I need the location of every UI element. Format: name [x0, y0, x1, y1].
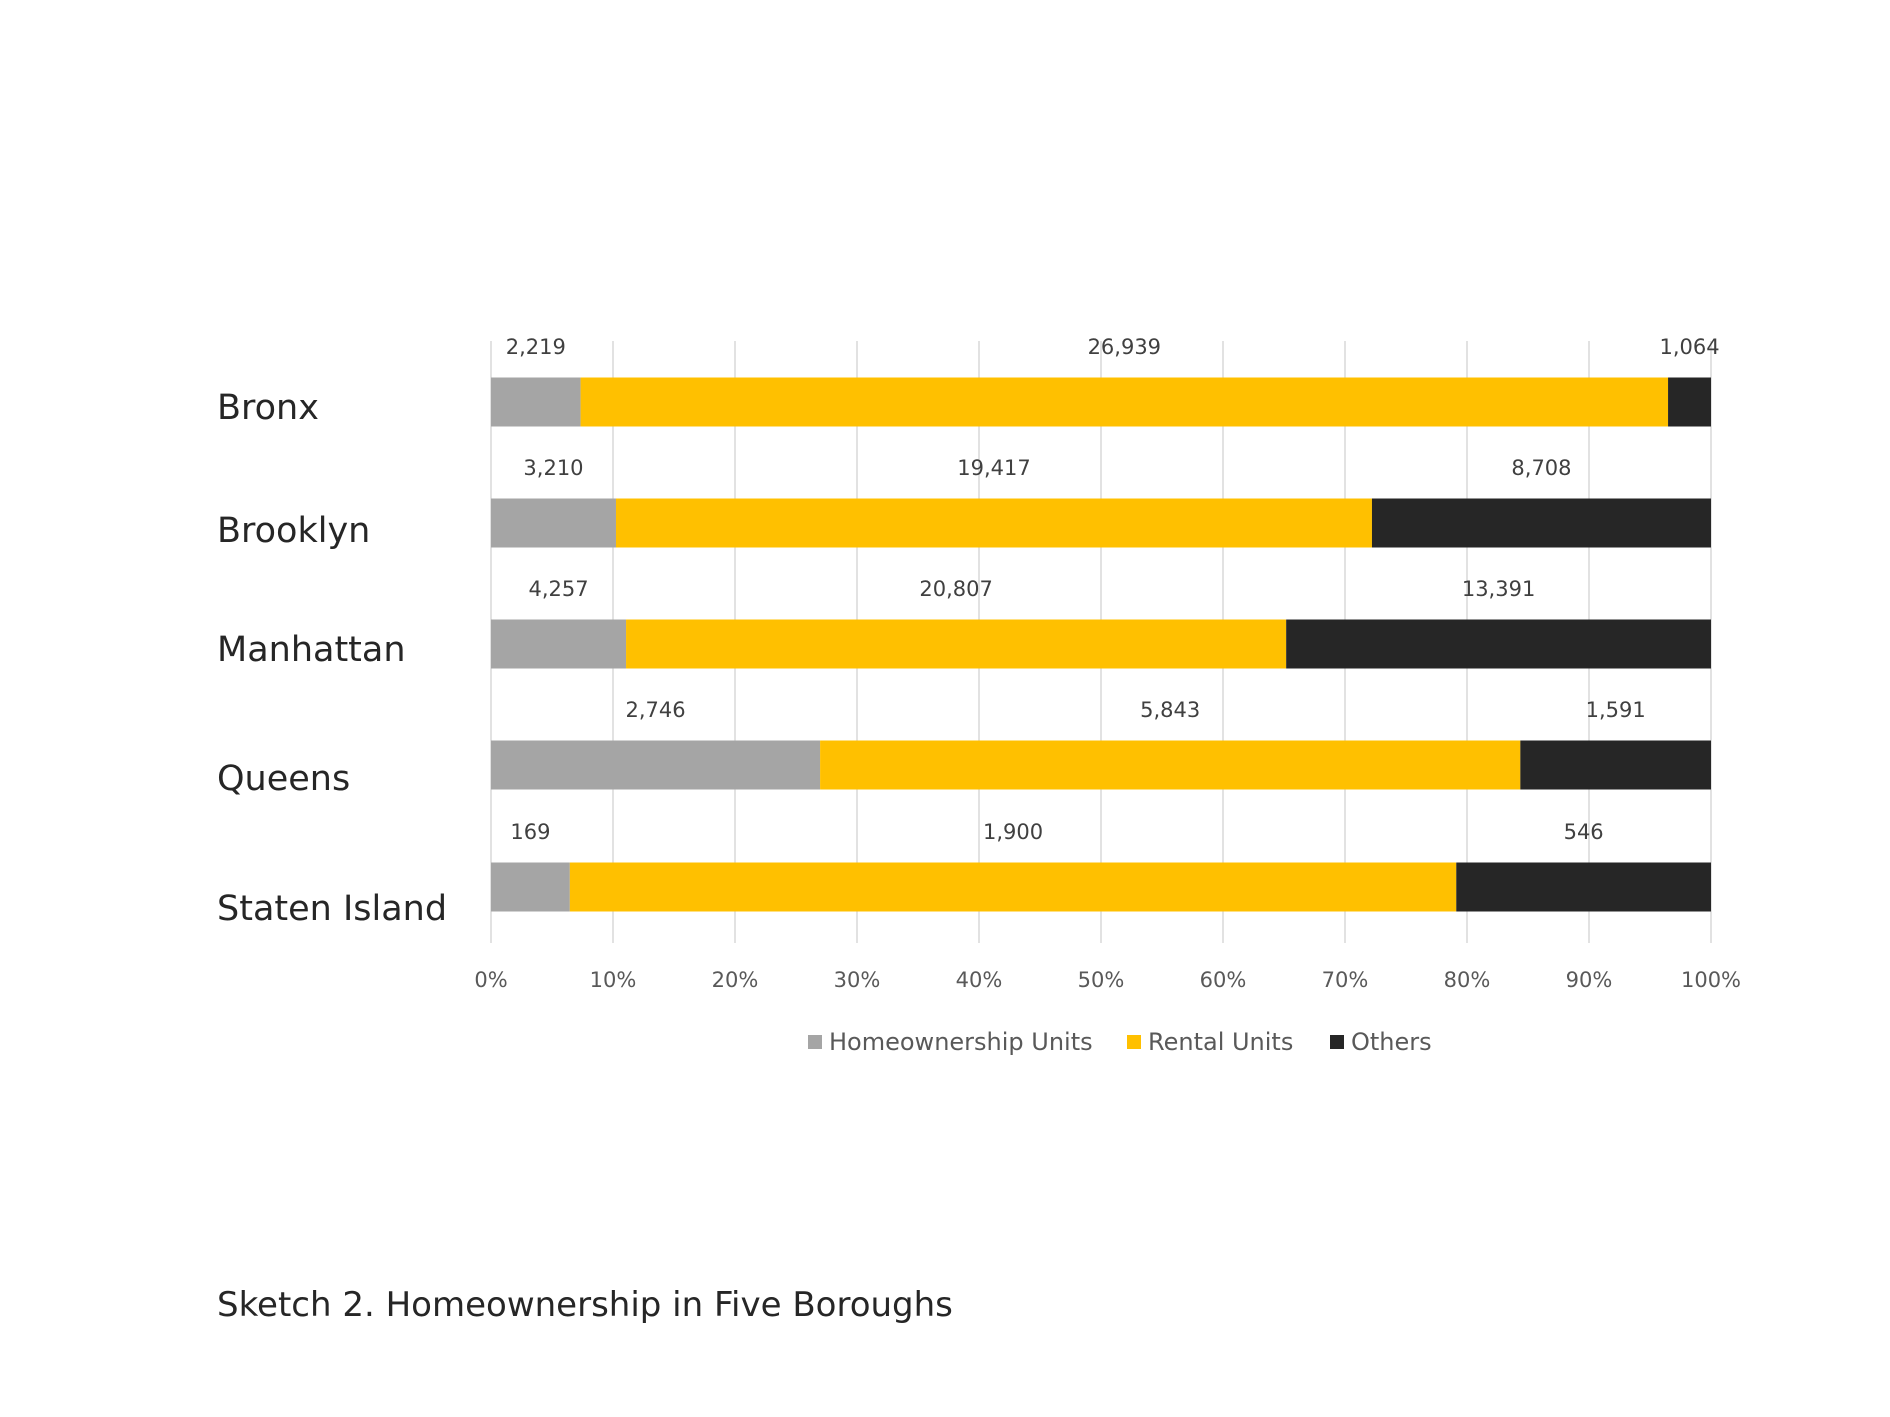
data-label: 2,746	[625, 698, 685, 722]
x-tick-label: 20%	[712, 968, 759, 992]
bar-segment	[491, 377, 581, 427]
category-label: Queens	[217, 759, 350, 799]
x-tick-label: 30%	[834, 968, 881, 992]
legend-label: Others	[1351, 1028, 1432, 1056]
legend-item: Rental Units	[1127, 1028, 1293, 1056]
bar-segment	[491, 619, 627, 669]
bar-segment	[491, 862, 570, 912]
legend-label: Homeownership Units	[829, 1028, 1093, 1056]
bar-segment	[491, 740, 821, 790]
x-tick-label: 10%	[590, 968, 637, 992]
x-axis: 0% 10% 20% 30% 40% 50% 60% 70% 80% 90% 100%	[474, 968, 1741, 992]
data-label: 20,807	[919, 577, 992, 601]
x-tick-label: 40%	[956, 968, 1003, 992]
category-label: Brooklyn	[217, 511, 370, 551]
legend-item: Homeownership Units	[808, 1028, 1093, 1056]
bar-segment	[1668, 377, 1711, 427]
bar-segment	[580, 377, 1669, 427]
category-label: Manhattan	[217, 630, 406, 670]
data-label: 169	[510, 820, 550, 844]
bar-segment	[1371, 498, 1711, 548]
x-tick-label: 80%	[1444, 968, 1491, 992]
bar-segment	[1520, 740, 1711, 790]
data-label: 1,900	[983, 820, 1043, 844]
data-label: 5,843	[1140, 698, 1200, 722]
data-label: 546	[1564, 820, 1604, 844]
x-tick-label: 0%	[474, 968, 507, 992]
data-label: 1,591	[1586, 698, 1646, 722]
bar-segment	[615, 498, 1372, 548]
legend-item: Others	[1330, 1028, 1432, 1056]
x-tick-label: 90%	[1566, 968, 1613, 992]
bar-segment	[820, 740, 1521, 790]
data-label: 26,939	[1088, 335, 1161, 359]
data-label: 13,391	[1462, 577, 1535, 601]
category-label: Bronx	[217, 388, 319, 428]
data-label: 2,219	[506, 335, 566, 359]
bar-segment	[1286, 619, 1711, 669]
category-label: Staten Island	[217, 889, 447, 929]
bar-segment	[626, 619, 1287, 669]
data-label: 3,210	[523, 456, 583, 480]
x-tick-label: 100%	[1681, 968, 1741, 992]
x-tick-label: 70%	[1322, 968, 1369, 992]
figure-caption: Sketch 2. Homeownership in Five Boroughs	[217, 1285, 953, 1325]
x-tick-label: 60%	[1200, 968, 1247, 992]
data-label: 1,064	[1659, 335, 1719, 359]
bars	[491, 377, 1711, 912]
legend-label: Rental Units	[1148, 1028, 1293, 1056]
x-tick-label: 50%	[1078, 968, 1125, 992]
legend-swatch	[1127, 1035, 1141, 1049]
legend-swatch	[808, 1035, 822, 1049]
bar-segment	[1456, 862, 1711, 912]
category-labels: Bronx Brooklyn Manhattan Queens Staten Islan…	[217, 388, 447, 929]
data-label: 8,708	[1511, 456, 1571, 480]
legend: Homeownership Units Rental Units Others	[808, 1028, 1432, 1056]
data-label: 4,257	[528, 577, 588, 601]
legend-swatch	[1330, 1035, 1344, 1049]
bar-segment	[491, 498, 616, 548]
data-labels: 2,219 26,939 1,064 3,210 19,417 8,708 4,257 20,…	[506, 335, 1720, 844]
data-label: 19,417	[957, 456, 1030, 480]
bar-segment	[569, 862, 1457, 912]
